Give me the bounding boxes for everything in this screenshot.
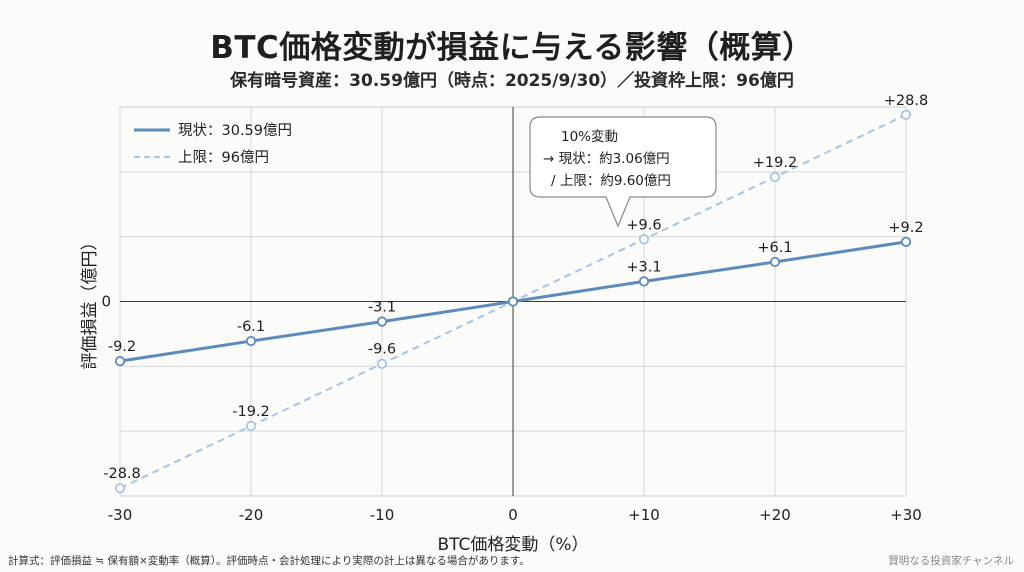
data-label: -9.6 (368, 342, 396, 358)
data-point (507, 296, 519, 307)
data-point (638, 276, 650, 287)
data-labels: -9.2 -6.1 -3.1 +3.1 +6.1 +9.2 -28.8 -19.2 -9.6 +9… (103, 93, 928, 482)
callout-bubble (529, 116, 717, 228)
x-tick-label: +30 (890, 506, 922, 524)
data-point (638, 234, 650, 245)
x-tick-label: -10 (370, 506, 395, 524)
chart-title: BTC価格変動が損益に与える影響（概算） (210, 30, 814, 66)
callout-line-2: → 現状：約3.06億円 (543, 151, 670, 167)
x-tick-label: +20 (759, 506, 791, 524)
x-axis-label: BTC価格変動（%） (437, 535, 588, 555)
data-label: -3.1 (368, 300, 396, 316)
axes: -30 -20 -10 0 +10 +20 +30 0 BTC価格変動（%） 評価損益（億円） (80, 107, 922, 555)
data-point (769, 256, 781, 268)
data-point (114, 356, 126, 367)
legend-label: 上限：96億円 (178, 149, 269, 166)
data-point (376, 358, 388, 369)
data-label: +9.2 (888, 220, 923, 236)
chart-subtitle: 保有暗号資産：30.59億円（時点：2025/9/30）／投資枠上限：96億円 (230, 71, 794, 91)
data-label: +6.1 (757, 240, 792, 256)
data-label: +19.2 (753, 155, 797, 171)
data-label: +28.8 (884, 93, 928, 109)
data-point (245, 420, 257, 432)
x-tick-label: -30 (108, 506, 133, 524)
legend-label: 現状：30.59億円 (178, 122, 292, 139)
data-label: -19.2 (232, 404, 270, 420)
x-tick-label: -20 (239, 506, 264, 524)
channel-name: 賢明なる投資家チャンネル (888, 555, 1014, 567)
data-point (245, 335, 257, 347)
data-point (769, 171, 781, 183)
footnote: 計算式：評価損益 ≒ 保有額×変動率（概算）。評価時点・会計処理により実際の計上… (8, 555, 530, 567)
data-point (376, 316, 388, 327)
data-label: -28.8 (103, 466, 141, 482)
data-point (900, 236, 912, 247)
data-label: -9.2 (108, 339, 136, 355)
callout-line-1: 10%変動 (561, 128, 618, 145)
y-tick-label: 0 (101, 293, 111, 311)
callout: 10%変動 → 現状：約3.06億円 / 上限：約9.60億円 (529, 116, 717, 228)
data-label: +9.6 (626, 217, 661, 233)
x-tick-label: 0 (508, 506, 518, 524)
data-label: -6.1 (237, 319, 265, 335)
x-tick-label: +10 (628, 506, 660, 524)
data-label: +3.1 (626, 259, 661, 275)
y-axis-label: 評価損益（億円） (80, 234, 100, 370)
callout-line-3: / 上限：約9.60億円 (551, 173, 671, 189)
data-point (114, 483, 126, 494)
series-layer (114, 109, 912, 494)
data-point (900, 109, 912, 120)
